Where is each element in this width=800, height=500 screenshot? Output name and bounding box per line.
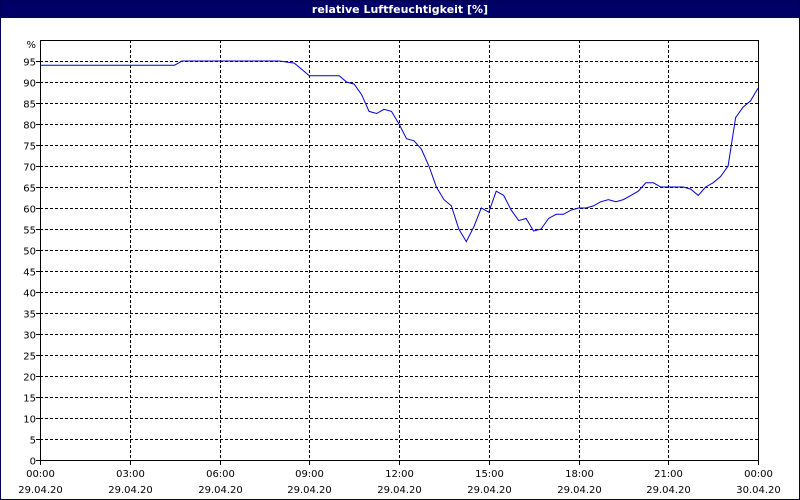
- y-tick-label: 90: [23, 79, 36, 90]
- x-tick-time-label: 09:00: [295, 469, 324, 480]
- y-tick-label: 80: [23, 121, 36, 132]
- grid-lines: [40, 40, 758, 460]
- y-tick-label: 10: [23, 415, 36, 426]
- y-tick-labels: 0 5 10 15 20 25 30 35 40 45 50 55 60 65 70 75 80 85 90 95: [23, 58, 36, 468]
- x-tick-time-label: 12:00: [385, 469, 414, 480]
- x-tick-time-label: 03:00: [116, 469, 145, 480]
- x-tick-date-label: 30.04.20: [736, 485, 781, 496]
- x-tick-date-label: 29.04.20: [108, 485, 153, 496]
- x-tick-time-label: 00:00: [26, 469, 55, 480]
- x-tick-date-label: 29.04.20: [198, 485, 243, 496]
- y-tick-label: 50: [23, 247, 36, 258]
- y-tick-label: 30: [23, 331, 36, 342]
- y-tick-label: 45: [23, 268, 36, 279]
- x-tick-date-label: 29.04.20: [646, 485, 691, 496]
- x-tick-date-label: 29.04.20: [557, 485, 602, 496]
- axis-tick-marks: [36, 61, 759, 465]
- series-group: [40, 60, 759, 243]
- y-axis-label: %: [26, 40, 36, 51]
- series-line: [40, 60, 759, 243]
- x-tick-date-label: 29.04.20: [287, 485, 332, 496]
- y-tick-label: 15: [23, 394, 36, 405]
- y-tick-label: 70: [23, 163, 36, 174]
- y-tick-label: 5: [30, 436, 36, 447]
- chart-title: relative Luftfeuchtigkeit [%]: [1, 1, 799, 18]
- y-tick-label: 65: [23, 184, 36, 195]
- y-tick-label: 60: [23, 205, 36, 216]
- x-tick-labels: 00:00 29.04.20 03:00 29.04.20 06:00 29.04.20 0…: [18, 469, 781, 496]
- x-tick-date-label: 29.04.20: [377, 485, 422, 496]
- x-tick-time-label: 21:00: [654, 469, 683, 480]
- y-tick-label: 20: [23, 373, 36, 384]
- y-tick-label: 40: [23, 289, 36, 300]
- x-tick-time-label: 15:00: [475, 469, 504, 480]
- x-tick-date-label: 29.04.20: [18, 485, 63, 496]
- x-tick-time-label: 00:00: [744, 469, 773, 480]
- y-tick-label: 85: [23, 100, 36, 111]
- x-tick-date-label: 29.04.20: [467, 485, 512, 496]
- y-tick-label: 75: [23, 142, 36, 153]
- y-tick-label: 95: [23, 58, 36, 69]
- y-tick-label: 25: [23, 352, 36, 363]
- y-tick-label: 35: [23, 310, 36, 321]
- y-tick-label: 0: [30, 457, 36, 468]
- x-tick-time-label: 18:00: [565, 469, 594, 480]
- x-tick-time-label: 06:00: [206, 469, 235, 480]
- y-tick-label: 55: [23, 226, 36, 237]
